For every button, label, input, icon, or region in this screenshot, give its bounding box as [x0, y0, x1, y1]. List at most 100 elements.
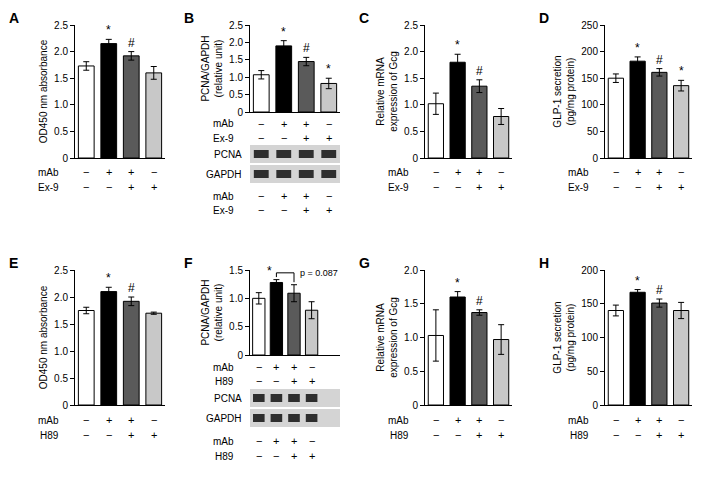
svg-text:+: +	[291, 450, 297, 462]
svg-text:Relative mRNAexpression of Gcg: Relative mRNAexpression of Gcg	[375, 297, 399, 378]
svg-text:250: 250	[581, 20, 598, 31]
svg-text:#: #	[303, 41, 310, 55]
svg-text:+: +	[291, 375, 297, 387]
svg-text:1.0: 1.0	[404, 332, 418, 343]
svg-text:−: −	[258, 118, 264, 130]
svg-text:0.5: 0.5	[229, 89, 243, 100]
svg-text:−: −	[281, 132, 287, 144]
svg-text:+: +	[498, 181, 504, 193]
svg-text:200: 200	[581, 46, 598, 57]
svg-text:150: 150	[581, 73, 598, 84]
svg-text:1.5: 1.5	[54, 73, 68, 84]
svg-text:+: +	[476, 414, 482, 426]
svg-text:+: +	[281, 118, 287, 130]
svg-text:−: −	[256, 450, 262, 462]
svg-text:Ex-9: Ex-9	[213, 205, 234, 216]
svg-text:200: 200	[581, 265, 598, 276]
svg-text:GAPDH: GAPDH	[206, 169, 242, 180]
svg-text:*: *	[326, 62, 331, 76]
svg-text:+: +	[635, 414, 641, 426]
svg-text:+: +	[326, 204, 332, 216]
svg-text:#: #	[476, 294, 483, 308]
svg-text:+: +	[128, 429, 134, 441]
svg-text:−: −	[258, 190, 264, 202]
svg-text:1.5: 1.5	[54, 319, 68, 330]
svg-text:1.5: 1.5	[229, 265, 243, 276]
svg-text:p = 0.087: p = 0.087	[300, 268, 338, 278]
svg-text:0.5: 0.5	[404, 126, 418, 137]
svg-text:F: F	[184, 255, 193, 271]
svg-text:mAb: mAb	[568, 415, 589, 426]
svg-text:2.5: 2.5	[54, 265, 68, 276]
svg-text:+: +	[476, 181, 482, 193]
svg-text:mAb: mAb	[213, 436, 234, 447]
svg-text:−: −	[151, 166, 157, 178]
svg-text:−: −	[433, 181, 439, 193]
svg-text:1.5: 1.5	[404, 298, 418, 309]
svg-text:0: 0	[592, 400, 598, 411]
svg-text:1.0: 1.0	[404, 99, 418, 110]
svg-text:*: *	[635, 274, 640, 288]
svg-text:−: −	[151, 414, 157, 426]
svg-text:−: −	[106, 181, 112, 193]
svg-text:OD450 nm absorbance: OD450 nm absorbance	[38, 39, 49, 143]
svg-text:+: +	[128, 181, 134, 193]
svg-text:+: +	[273, 361, 279, 373]
svg-text:GLP-1 secretion(pg/mg protein): GLP-1 secretion(pg/mg protein)	[552, 55, 576, 127]
svg-text:H89: H89	[40, 430, 59, 441]
svg-text:Relative mRNAexpression of Gcg: Relative mRNAexpression of Gcg	[375, 51, 399, 132]
svg-text:−: −	[498, 166, 504, 178]
svg-text:H89: H89	[390, 430, 409, 441]
svg-text:−: −	[678, 414, 684, 426]
svg-text:Ex-9: Ex-9	[568, 182, 589, 193]
svg-text:+: +	[128, 414, 134, 426]
svg-text:+: +	[656, 181, 662, 193]
svg-text:1.0: 1.0	[54, 99, 68, 110]
svg-text:H: H	[539, 255, 549, 271]
svg-text:−: −	[309, 361, 315, 373]
svg-text:150: 150	[581, 298, 598, 309]
svg-text:+: +	[106, 166, 112, 178]
svg-text:mAb: mAb	[38, 415, 59, 426]
svg-text:−: −	[613, 181, 619, 193]
svg-text:−: −	[455, 181, 461, 193]
svg-text:2.0: 2.0	[229, 37, 243, 48]
svg-text:G: G	[359, 255, 370, 271]
svg-text:+: +	[476, 429, 482, 441]
svg-text:−: −	[613, 429, 619, 441]
svg-text:−: −	[83, 181, 89, 193]
svg-text:+: +	[291, 435, 297, 447]
svg-text:mAb: mAb	[568, 167, 589, 178]
svg-text:*: *	[455, 38, 460, 52]
svg-text:+: +	[635, 166, 641, 178]
svg-text:+: +	[303, 118, 309, 130]
svg-text:H89: H89	[570, 430, 589, 441]
svg-text:2.0: 2.0	[404, 265, 418, 276]
svg-text:+: +	[303, 190, 309, 202]
svg-text:−: −	[258, 132, 264, 144]
svg-text:−: −	[433, 429, 439, 441]
svg-text:PCNA: PCNA	[214, 149, 242, 160]
svg-text:1.0: 1.0	[229, 293, 243, 304]
svg-text:+: +	[678, 181, 684, 193]
svg-text:100: 100	[581, 99, 598, 110]
svg-text:0: 0	[412, 153, 418, 164]
svg-text:0.5: 0.5	[54, 373, 68, 384]
svg-text:+: +	[106, 414, 112, 426]
svg-text:mAb: mAb	[213, 118, 234, 129]
svg-text:+: +	[656, 414, 662, 426]
svg-text:−: −	[433, 166, 439, 178]
svg-text:0: 0	[237, 107, 243, 118]
svg-text:−: −	[256, 361, 262, 373]
svg-text:+: +	[326, 132, 332, 144]
svg-text:+: +	[281, 190, 287, 202]
svg-text:−: −	[83, 429, 89, 441]
svg-text:−: −	[635, 429, 641, 441]
svg-text:−: −	[326, 190, 332, 202]
svg-text:*: *	[281, 25, 286, 39]
svg-text:−: −	[455, 429, 461, 441]
svg-text:−: −	[273, 375, 279, 387]
svg-text:Ex-9: Ex-9	[213, 133, 234, 144]
svg-text:0.5: 0.5	[229, 321, 243, 332]
svg-text:−: −	[281, 204, 287, 216]
